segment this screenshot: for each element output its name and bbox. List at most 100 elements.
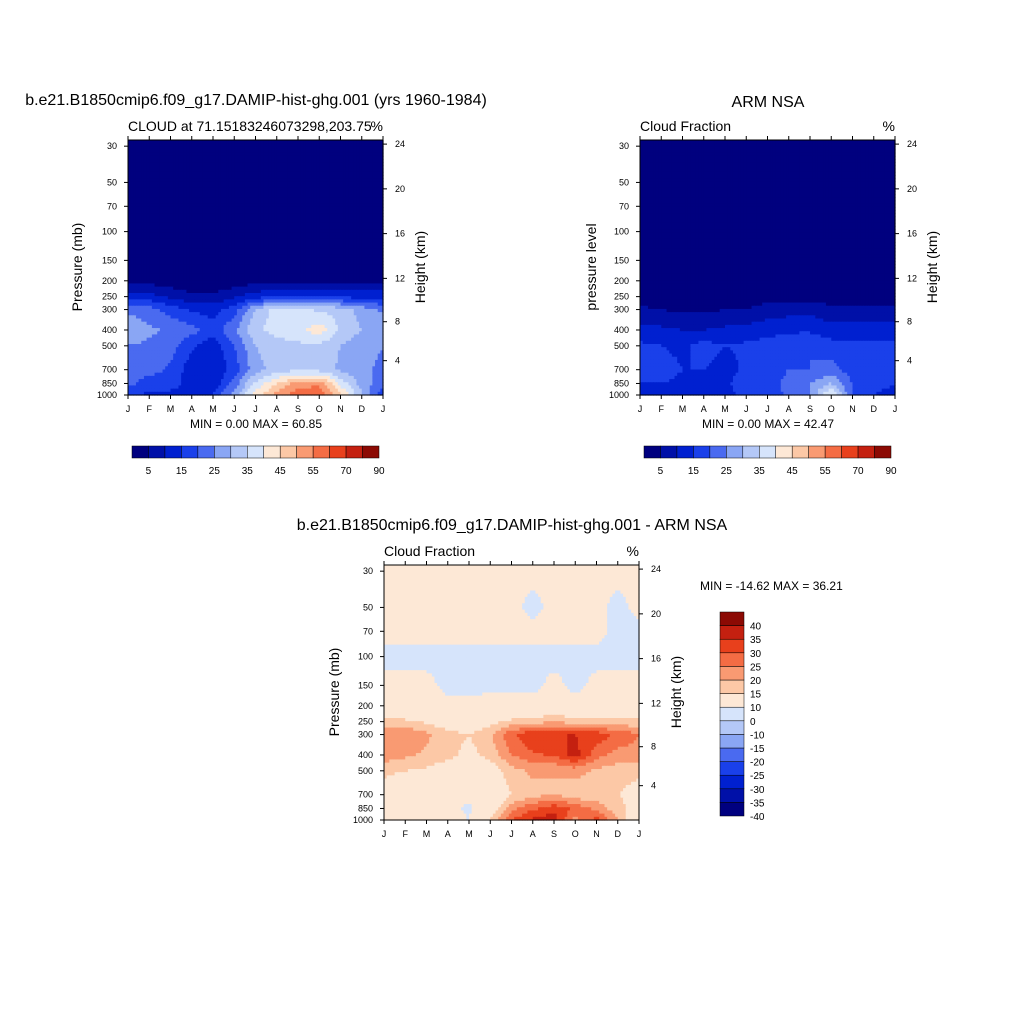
heatmap-cell — [290, 248, 294, 253]
heatmap-cell — [305, 254, 310, 259]
heatmap-cell — [260, 238, 265, 243]
heatmap-cell — [255, 254, 259, 259]
heatmap-cell — [319, 229, 323, 234]
heatmap-cell — [231, 232, 235, 237]
heatmap-cell — [244, 149, 249, 154]
heatmap-cell — [157, 213, 161, 218]
heatmap-cell — [159, 248, 164, 253]
heatmap-cell — [162, 197, 166, 202]
heatmap-cell — [223, 200, 227, 205]
heatmap-cell — [298, 191, 302, 195]
heatmap-cell — [353, 197, 358, 202]
heatmap-cell — [258, 159, 262, 163]
heatmap-cell — [210, 203, 214, 208]
heatmap-cell — [292, 238, 296, 243]
heatmap-cell — [236, 184, 241, 189]
heatmap-cell — [250, 257, 254, 262]
heatmap-cell — [284, 261, 288, 265]
heatmap-cell — [130, 165, 134, 170]
heatmap-cell — [215, 178, 219, 183]
heatmap-cell — [178, 210, 182, 214]
heatmap-cell — [359, 248, 363, 253]
heatmap-cell — [205, 245, 209, 249]
heatmap-cell — [250, 197, 254, 202]
heatmap-cell — [361, 191, 366, 195]
heatmap-cell — [159, 194, 164, 198]
heatmap-cell — [324, 229, 328, 234]
heatmap-cell — [178, 257, 182, 262]
heatmap-cell — [287, 238, 291, 243]
heatmap-cell — [287, 222, 291, 227]
heatmap-cell — [274, 254, 278, 259]
heatmap-cell — [252, 178, 257, 183]
heatmap-cell — [279, 251, 283, 256]
heatmap-cell — [356, 168, 360, 173]
heatmap-cell — [143, 200, 148, 205]
heatmap-cell — [303, 162, 307, 167]
heatmap-cell — [258, 261, 262, 265]
heatmap-cell — [138, 242, 142, 246]
heatmap-cell — [313, 197, 318, 202]
heatmap-cell — [151, 187, 156, 192]
heatmap-cell — [292, 213, 296, 218]
heatmap-cell — [345, 143, 350, 147]
heatmap-cell — [356, 187, 360, 192]
heatmap-cell — [255, 191, 259, 195]
heatmap-cell — [300, 152, 304, 157]
heatmap-cell — [170, 254, 174, 259]
heatmap-cell — [242, 191, 246, 195]
heatmap-cell — [321, 257, 326, 262]
heatmap-cell — [191, 242, 196, 246]
heatmap-cell — [372, 267, 376, 272]
heatmap-cell — [175, 267, 180, 272]
heatmap-cell — [335, 168, 339, 173]
heatmap-cell — [369, 168, 373, 173]
heatmap-cell — [313, 155, 318, 160]
heatmap-cell — [181, 219, 185, 224]
heatmap-cell — [300, 251, 304, 256]
heatmap-cell — [159, 267, 164, 272]
heatmap-cell — [247, 184, 251, 189]
heatmap-cell — [303, 159, 307, 163]
heatmap-cell — [252, 267, 257, 272]
heatmap-cell — [189, 203, 193, 208]
heatmap-cell — [194, 168, 198, 173]
heatmap-cell — [183, 235, 188, 240]
heatmap-cell — [380, 184, 384, 189]
heatmap-cell — [340, 251, 344, 256]
heatmap-cell — [298, 143, 302, 147]
heatmap-cell — [321, 219, 326, 224]
heatmap-cell — [157, 206, 161, 211]
heatmap-cell — [255, 175, 259, 179]
heatmap-cell — [372, 264, 376, 269]
heatmap-cell — [375, 213, 379, 218]
heatmap-cell — [181, 191, 185, 195]
heatmap-cell — [343, 187, 347, 192]
heatmap-cell — [287, 200, 291, 205]
heatmap-cell — [165, 242, 169, 246]
heatmap-cell — [300, 184, 304, 189]
heatmap-cell — [361, 184, 366, 189]
heatmap-cell — [287, 213, 291, 218]
heatmap-cell — [276, 232, 281, 237]
heatmap-cell — [266, 242, 270, 246]
heatmap-cell — [319, 178, 323, 183]
heatmap-cell — [274, 197, 278, 202]
heatmap-cell — [143, 213, 148, 218]
heatmap-cell — [305, 210, 310, 214]
heatmap-cell — [165, 194, 169, 198]
heatmap-cell — [290, 245, 294, 249]
heatmap-cell — [138, 206, 142, 211]
heatmap-cell — [255, 200, 259, 205]
heatmap-cell — [213, 238, 217, 243]
heatmap-cell — [279, 213, 283, 218]
heatmap-cell — [377, 159, 381, 163]
heatmap-cell — [135, 178, 140, 183]
heatmap-cell — [329, 159, 334, 163]
heatmap-cell — [226, 206, 230, 211]
heatmap-cell — [159, 197, 164, 202]
heatmap-cell — [295, 216, 299, 221]
heatmap-cell — [284, 213, 288, 218]
heatmap-cell — [165, 140, 169, 144]
heatmap-cell — [321, 168, 326, 173]
